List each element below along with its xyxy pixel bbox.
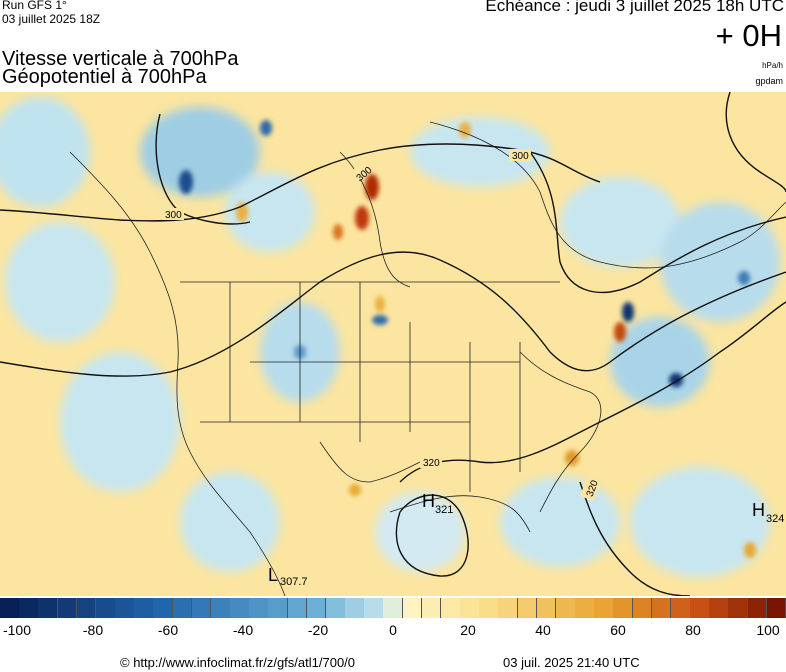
color-scale-step <box>76 598 97 618</box>
color-scale-step <box>575 598 595 618</box>
color-scale-step <box>268 598 289 618</box>
color-scale-step <box>57 598 78 618</box>
scale-tick-label: 60 <box>610 622 626 638</box>
map-title-primary: Vitesse verticale à 700hPa <box>2 48 239 70</box>
color-scale-step <box>210 598 231 618</box>
scale-tick-label: -20 <box>307 622 329 638</box>
color-scale-step <box>594 598 614 618</box>
unit-secondary: gpdam <box>755 76 783 86</box>
scale-tick-label: 40 <box>535 622 551 638</box>
high-pressure-letter: H <box>752 500 765 520</box>
color-scale-step <box>19 598 39 618</box>
color-scale-step <box>287 598 308 618</box>
color-scale-step <box>325 598 346 618</box>
descent-spots <box>236 122 756 558</box>
color-scale-step <box>249 598 269 618</box>
source-credit-link[interactable]: © http://www.infoclimat.fr/z/gfs/atl1/70… <box>120 655 356 670</box>
scale-tick-label: -60 <box>157 622 179 638</box>
scale-tick-label: 100 <box>756 622 780 638</box>
scale-tick-label: 0 <box>389 622 397 638</box>
contour-label-group: 300 300 300 320 320 <box>162 149 601 501</box>
color-scale-step <box>0 598 20 618</box>
color-scale-step <box>632 598 653 618</box>
scale-tick-label: 20 <box>460 622 476 638</box>
color-scale-step <box>651 598 672 618</box>
color-scale-step <box>766 598 786 618</box>
forecast-offset: + 0H <box>715 18 782 53</box>
color-scale-step <box>709 598 729 618</box>
low-pressure-value: 307.7 <box>280 576 308 588</box>
ascent-spots <box>179 120 750 387</box>
color-scale-step <box>747 598 768 618</box>
contour-label: 300 <box>165 210 182 221</box>
color-scale-step <box>134 598 154 618</box>
unit-primary: hPa/h <box>762 61 783 70</box>
weather-map: 300 300 300 320 320 H 321 H 324 L 307.7 <box>0 92 786 596</box>
color-scale-step <box>536 598 557 618</box>
low-pressure-letter: L <box>268 565 278 585</box>
high-pressure-letter: H <box>422 491 435 511</box>
color-scale-step <box>230 598 250 618</box>
color-scale-step <box>191 598 212 618</box>
color-scale-step <box>498 598 519 618</box>
color-scale-step <box>364 598 384 618</box>
color-scale-step <box>421 598 442 618</box>
scale-tick-label: 80 <box>685 622 701 638</box>
forecast-valid-time: Echéance : jeudi 3 juillet 2025 18h UTC <box>485 0 784 15</box>
pressure-centers: H 321 H 324 L 307.7 <box>268 491 784 588</box>
color-scale-step <box>345 598 365 618</box>
scale-tick-label: -40 <box>232 622 254 638</box>
high-pressure-value: 324 <box>766 513 784 525</box>
ascent-areas <box>0 97 780 577</box>
color-scale-step <box>440 598 461 618</box>
color-scale-step <box>402 598 423 618</box>
high-pressure-value: 321 <box>435 504 453 516</box>
color-scale-step <box>555 598 576 618</box>
run-date: 03 juillet 2025 18Z <box>2 12 101 26</box>
color-scale-step <box>670 598 691 618</box>
color-scale-step <box>172 598 193 618</box>
contour-label: 300 <box>512 151 529 162</box>
color-scale-step <box>306 598 327 618</box>
color-scale-step <box>517 598 538 618</box>
color-scale-step <box>479 598 499 618</box>
generation-timestamp: 03 juil. 2025 21:40 UTC <box>503 655 640 670</box>
color-scale-step <box>38 598 58 618</box>
color-scale-step <box>460 598 480 618</box>
map-title-secondary: Géopotentiel à 700hPa <box>2 66 207 88</box>
borders <box>69 121 786 596</box>
color-scale-step <box>728 598 749 618</box>
scale-tick-label: -100 <box>2 622 32 638</box>
color-scale-step <box>613 598 634 618</box>
color-scale <box>0 598 786 618</box>
color-scale-step <box>95 598 116 618</box>
color-scale-step <box>153 598 174 618</box>
weather-map-canvas: 300 300 300 320 320 H 321 H 324 L 307.7 <box>0 92 786 596</box>
color-scale-step <box>383 598 404 618</box>
color-scale-step <box>690 598 710 618</box>
scale-tick-label: -80 <box>82 622 104 638</box>
color-scale-step <box>115 598 135 618</box>
run-label: Run GFS 1° <box>2 0 67 12</box>
contour-label: 320 <box>423 458 440 469</box>
